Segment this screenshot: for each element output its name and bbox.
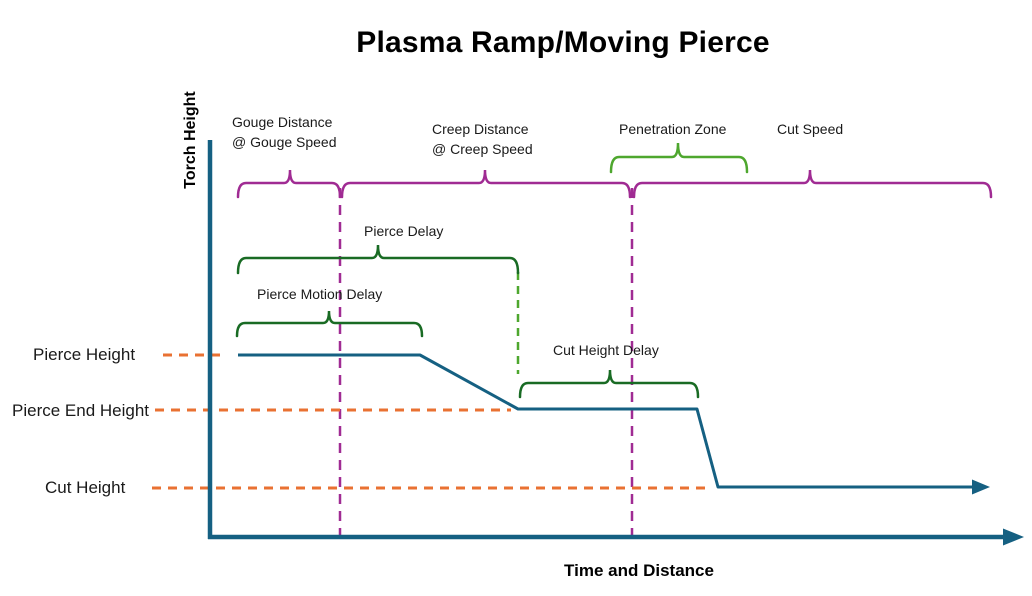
- pierce-height-label: Pierce Height: [33, 345, 136, 364]
- creep-zone-brace: [340, 169, 632, 199]
- pierce-motion-delay-brace: [235, 310, 424, 338]
- penetration-zone-label: Penetration Zone: [619, 121, 727, 137]
- y-axis-label: Torch Height: [182, 91, 199, 189]
- cut-speed-label: Cut Speed: [777, 121, 844, 137]
- diagram-title: Plasma Ramp/Moving Pierce: [356, 26, 770, 59]
- x-axis-arrowhead-icon: [1003, 528, 1024, 546]
- creep-zone-label-line2: @ Creep Speed: [432, 141, 533, 157]
- cut-height-label: Cut Height: [45, 478, 126, 497]
- cut-speed-brace: [632, 169, 993, 199]
- creep-zone-label: Creep Distance @ Creep Speed: [432, 119, 533, 159]
- torch-height-profile-line: [238, 353, 974, 489]
- pierce-end-height-label: Pierce End Height: [12, 401, 150, 420]
- x-axis-label: Time and Distance: [564, 561, 714, 580]
- cut-height-delay-brace: [518, 369, 700, 399]
- gouge-zone-brace: [236, 169, 342, 199]
- torch-profile-arrowhead-icon: [972, 479, 990, 495]
- cut-height-delay-label: Cut Height Delay: [553, 342, 659, 358]
- creep-zone-label-line1: Creep Distance: [432, 121, 529, 137]
- pierce-delay-brace: [236, 244, 520, 275]
- gouge-zone-label-line2: @ Gouge Speed: [232, 134, 337, 150]
- gouge-zone-label-line1: Gouge Distance: [232, 114, 333, 130]
- pierce-motion-delay-label: Pierce Motion Delay: [257, 286, 383, 302]
- gouge-zone-label: Gouge Distance @ Gouge Speed: [232, 112, 337, 152]
- pierce-delay-label: Pierce Delay: [364, 223, 444, 239]
- penetration-zone-brace: [609, 142, 749, 174]
